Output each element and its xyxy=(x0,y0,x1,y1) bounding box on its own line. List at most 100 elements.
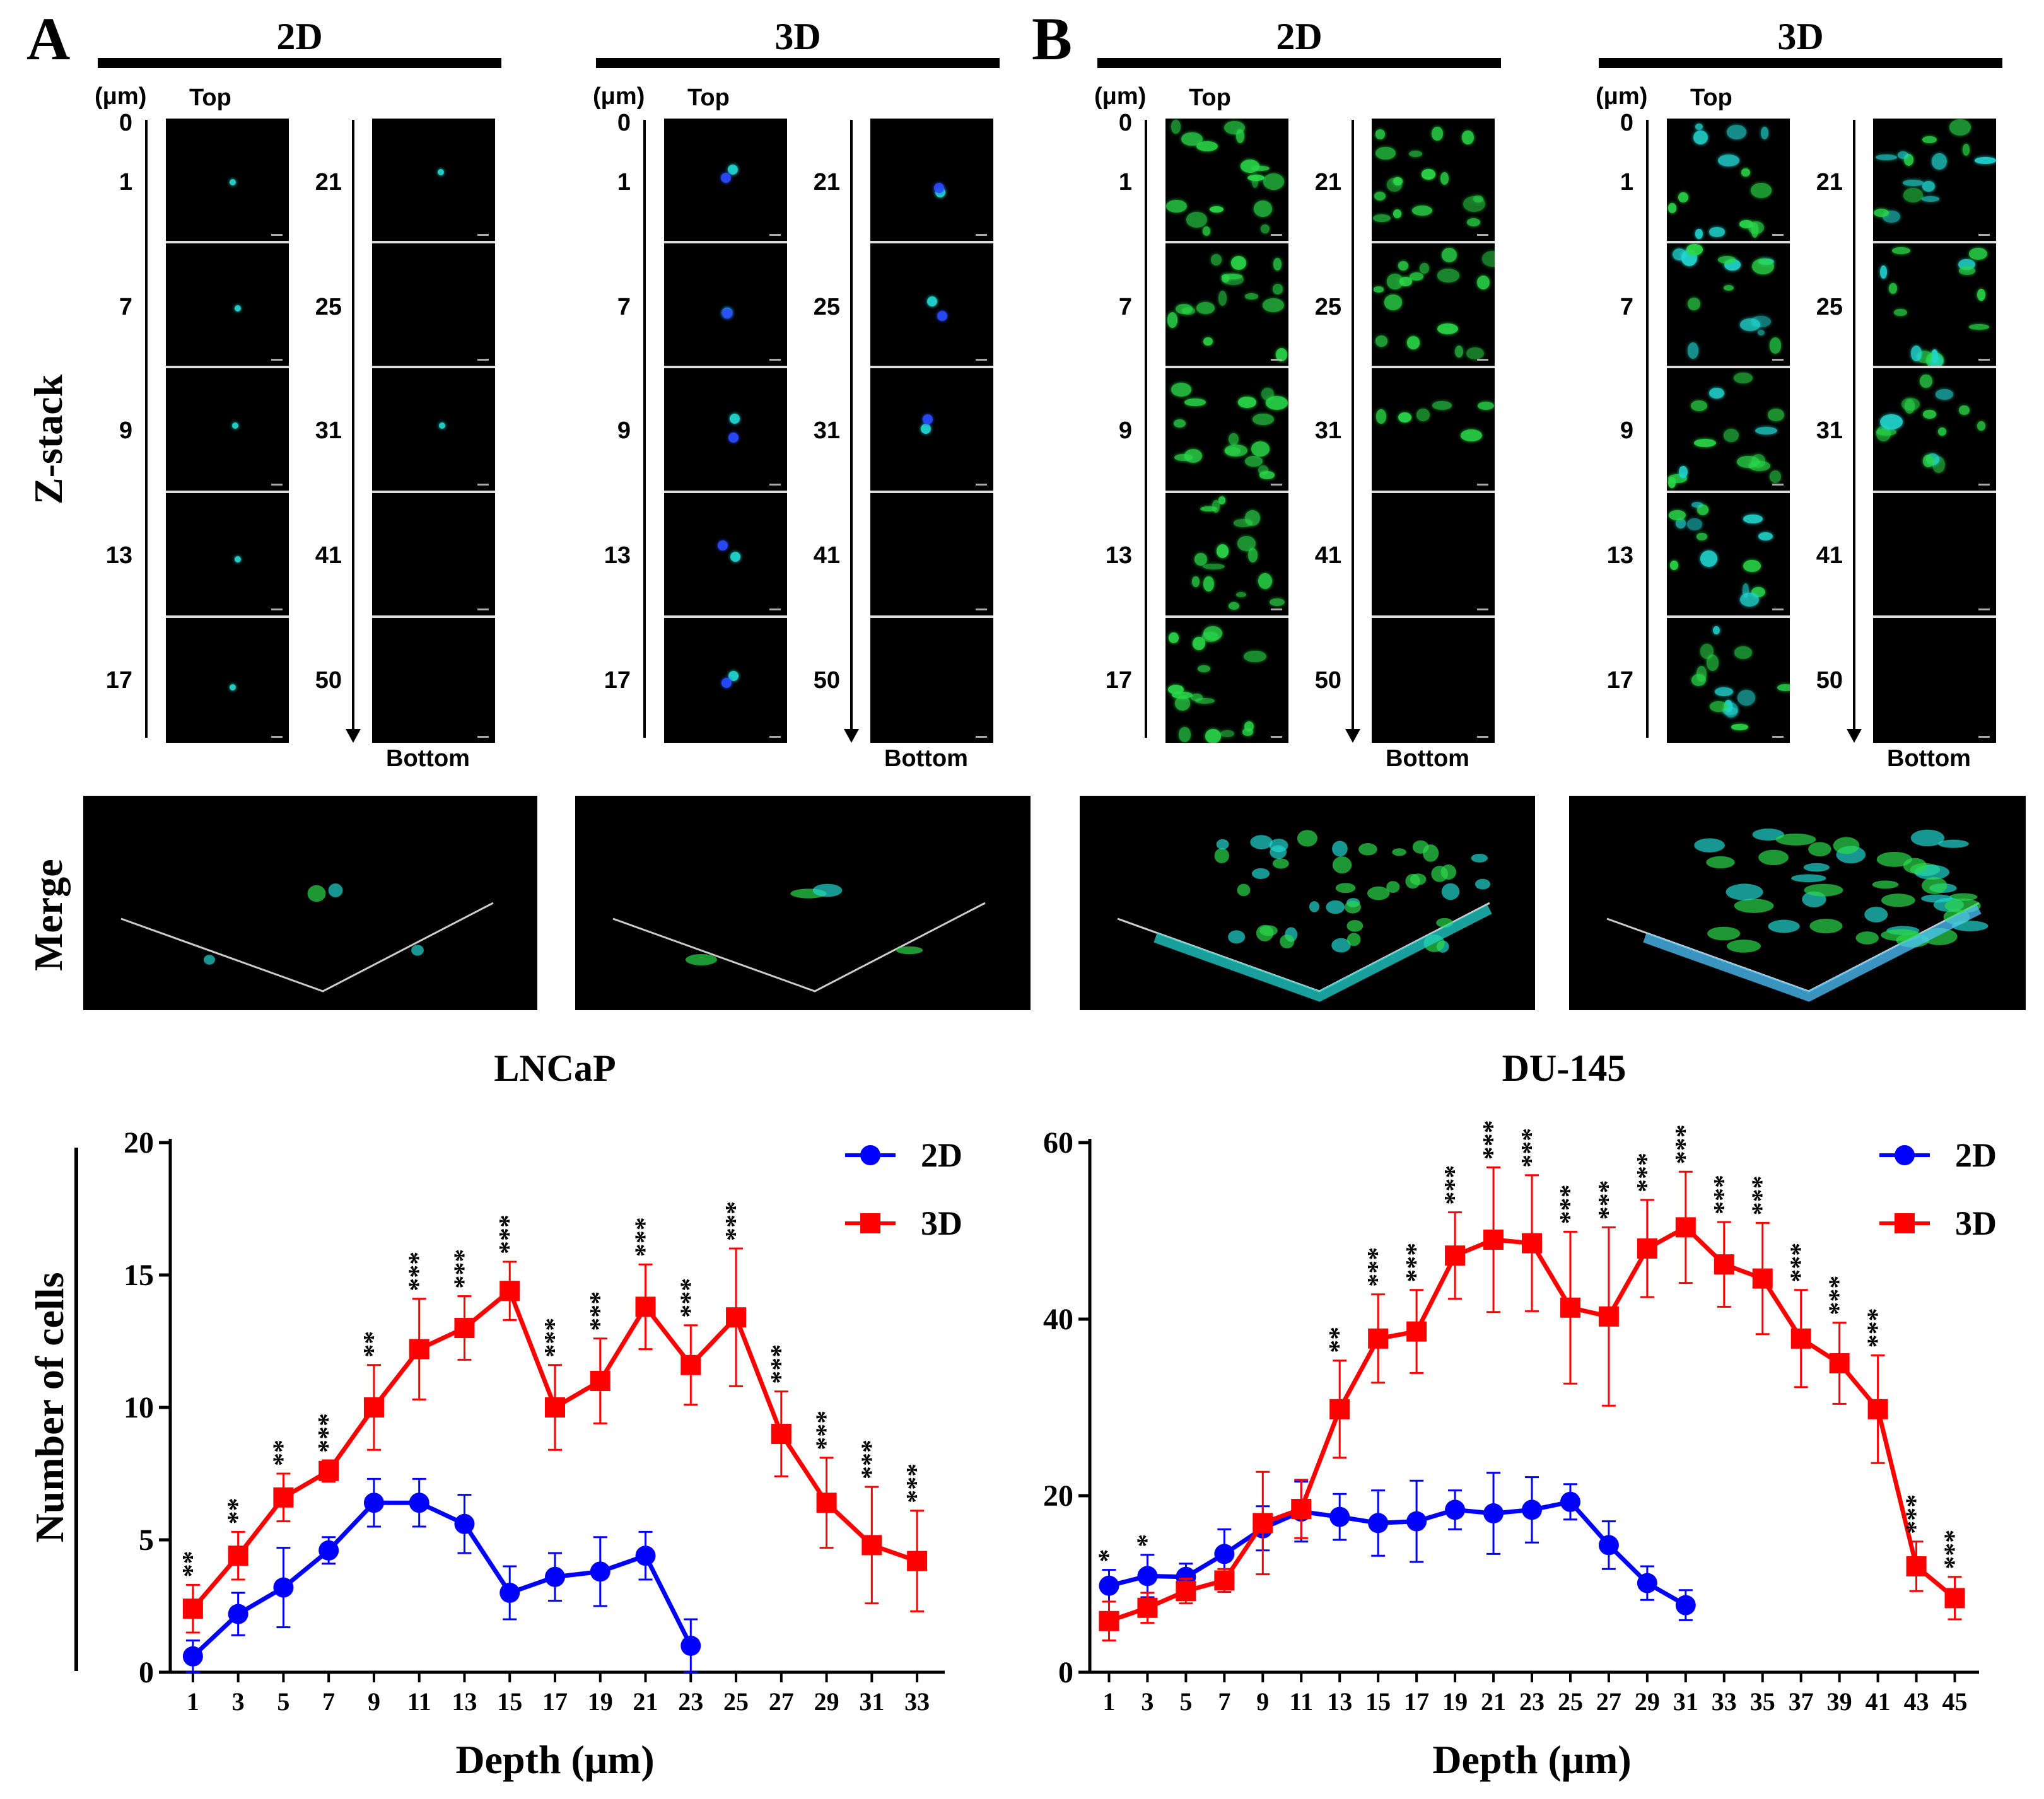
point-3D-1 xyxy=(1099,1610,1119,1631)
panel-b-3d-depth-right-21: 21 xyxy=(1816,169,1843,195)
legend-label-3D: 3D xyxy=(921,1204,962,1242)
panel-a-3d-depth-right-50: 50 xyxy=(813,667,840,694)
point-2D-15 xyxy=(1368,1513,1389,1534)
panel-a-2d-down-arrow-icon xyxy=(346,729,361,743)
y-tick-label-20: 20 xyxy=(1043,1479,1073,1513)
panel-a-3d-left-slice-1 xyxy=(664,243,787,368)
cell-blob xyxy=(1879,265,1888,279)
merge-cell-blob xyxy=(1921,894,1953,903)
panel-a-3d-left-slice-2 xyxy=(664,368,787,493)
cell-blob xyxy=(1686,518,1702,531)
cell-blob xyxy=(1968,247,1987,260)
cell-blob xyxy=(1253,200,1273,217)
cell-blob xyxy=(1173,419,1186,428)
point-3D-35 xyxy=(1752,1268,1773,1289)
cell-blob xyxy=(1384,294,1403,310)
panel-b-3d-depth-left-9: 9 xyxy=(1620,417,1633,444)
panel-a-3d-depth-left-13: 13 xyxy=(604,542,631,569)
x-tick-label-19: 19 xyxy=(1442,1687,1468,1716)
cell-blob xyxy=(728,433,739,443)
merge-cell-blob xyxy=(1345,900,1362,914)
scale-bar xyxy=(976,608,987,610)
cell-blob xyxy=(1259,471,1275,479)
panel-b-3d-depth-left-0: 0 xyxy=(1620,110,1633,136)
x-tick-label-23: 23 xyxy=(1519,1687,1545,1716)
point-3D-9 xyxy=(363,1397,384,1418)
scale-bar xyxy=(1271,359,1282,361)
cell-blob xyxy=(1432,400,1452,410)
point-2D-29 xyxy=(1637,1573,1657,1593)
panel-a-3d-right-slice-4 xyxy=(870,618,993,743)
panel-a-3d-depth-left-1: 1 xyxy=(617,169,631,195)
cell-blob xyxy=(1236,591,1246,598)
x-tick-label-23: 23 xyxy=(678,1687,703,1716)
panel-a-3d-depth-right-25: 25 xyxy=(813,294,840,320)
x-tick-label-33: 33 xyxy=(904,1687,930,1716)
cell-blob xyxy=(1668,477,1676,489)
significance-marker: *** xyxy=(1632,1153,1661,1192)
cell-blob xyxy=(1959,405,1970,416)
panel-a-3d-left-axis-line xyxy=(643,120,646,738)
point-3D-1 xyxy=(182,1598,203,1619)
point-2D-13 xyxy=(1329,1506,1350,1527)
cell-blob xyxy=(1374,191,1386,201)
cell-blob xyxy=(1758,329,1765,336)
panel-b-2d-bar xyxy=(1097,58,1501,68)
cell-blob xyxy=(1758,532,1773,541)
cell-blob xyxy=(1393,209,1402,219)
panel-b-2d-bottom-label: Bottom xyxy=(1386,745,1469,772)
cell-blob xyxy=(1695,123,1703,131)
cell-blob xyxy=(1742,583,1749,598)
point-3D-39 xyxy=(1829,1353,1850,1373)
cell-blob xyxy=(1977,288,1986,301)
x-tick-label-27: 27 xyxy=(1596,1687,1621,1716)
merge-cell-blob xyxy=(1876,851,1912,867)
significance-marker: * xyxy=(1132,1534,1161,1547)
cell-blob xyxy=(1734,372,1753,383)
significance-marker: *** xyxy=(1901,1494,1930,1534)
cell-blob xyxy=(1938,427,1946,436)
cell-blob xyxy=(1376,409,1386,424)
cell-blob xyxy=(1375,129,1385,139)
merge-cell-blob xyxy=(1872,880,1899,889)
cell-blob xyxy=(1922,136,1937,144)
cell-blob xyxy=(235,305,242,311)
panel-a-2d-left-slice-2 xyxy=(166,368,289,493)
panel-b-2d-stack-right xyxy=(1372,119,1495,743)
cell-blob xyxy=(1921,196,1939,202)
y-tick-label-20: 20 xyxy=(124,1126,154,1160)
merge-cell-blob xyxy=(1791,874,1826,883)
x-tick-label-41: 41 xyxy=(1866,1687,1891,1716)
panel-b-3d-right-slice-0 xyxy=(1873,119,1996,243)
merge-cell-blob xyxy=(1475,878,1491,890)
panel-b-3d-right-slice-1 xyxy=(1873,243,1996,368)
merge-cell-blob xyxy=(1367,886,1390,900)
merge-cell-blob xyxy=(1808,842,1831,857)
cell-blob xyxy=(1174,454,1193,461)
cell-blob xyxy=(1192,576,1200,588)
significance-marker: * xyxy=(1094,1549,1123,1563)
scale-bar xyxy=(769,608,781,610)
x-tick-label-27: 27 xyxy=(769,1687,794,1716)
point-3D-3 xyxy=(228,1546,248,1566)
cell-blob xyxy=(1195,698,1215,704)
x-tick-label-21: 21 xyxy=(633,1687,658,1716)
merge-cell-blob xyxy=(1272,858,1289,869)
panel-b-2d-top-label: Top xyxy=(1189,84,1231,111)
merge-cell-blob xyxy=(1358,843,1377,856)
cell-blob xyxy=(1223,120,1245,135)
cell-blob xyxy=(730,551,740,562)
panel-a-3d-depth-right-31: 31 xyxy=(813,417,840,444)
cell-blob xyxy=(1708,227,1726,237)
point-2D-19 xyxy=(1445,1499,1466,1520)
point-3D-11 xyxy=(1291,1499,1312,1519)
legend-label-2D: 2D xyxy=(921,1136,962,1174)
cell-blob xyxy=(1707,655,1719,672)
cell-blob xyxy=(1454,346,1464,358)
merge-cell-blob xyxy=(1734,899,1774,913)
significance-marker: ** xyxy=(1324,1327,1353,1353)
scale-bar xyxy=(271,608,283,610)
chart-b-title: DU-145 xyxy=(1502,1047,1626,1089)
cell-blob xyxy=(1222,274,1229,282)
cell-blob xyxy=(1181,132,1203,146)
